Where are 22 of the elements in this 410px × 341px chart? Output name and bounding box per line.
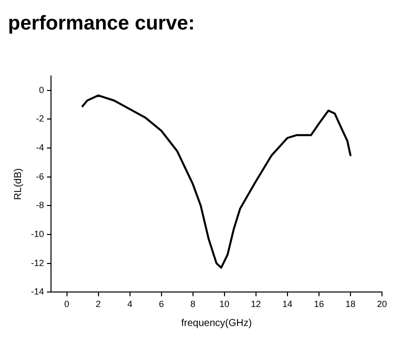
x-tick-label: 10 [219, 299, 230, 310]
x-tick-label: 6 [158, 299, 164, 310]
x-tick-label: 0 [64, 299, 70, 310]
x-tick-label: 14 [282, 299, 292, 310]
y-tick-label: -14 [30, 286, 44, 297]
y-tick-label: -6 [36, 171, 44, 182]
x-tick-label: 4 [127, 299, 132, 310]
chart-title: performance curve: [8, 12, 195, 35]
y-axis-title: RL(dB) [12, 168, 24, 200]
y-tick-label: -8 [36, 200, 44, 210]
y-tick-label: -12 [30, 258, 44, 268]
x-tick-label: 8 [190, 299, 196, 310]
y-tick-label: -2 [36, 114, 44, 124]
y-tick-label: -10 [30, 229, 44, 240]
y-tick-label: -4 [36, 142, 44, 153]
x-tick-label: 12 [250, 299, 261, 310]
x-tick-label: 20 [376, 299, 388, 310]
x-axis-title: frequency(GHz) [181, 318, 252, 329]
x-tick-label: 18 [345, 299, 356, 310]
x-tick-label: 16 [314, 299, 324, 310]
x-tick-label: 2 [96, 299, 101, 310]
y-tick-label: 0 [38, 84, 44, 95]
